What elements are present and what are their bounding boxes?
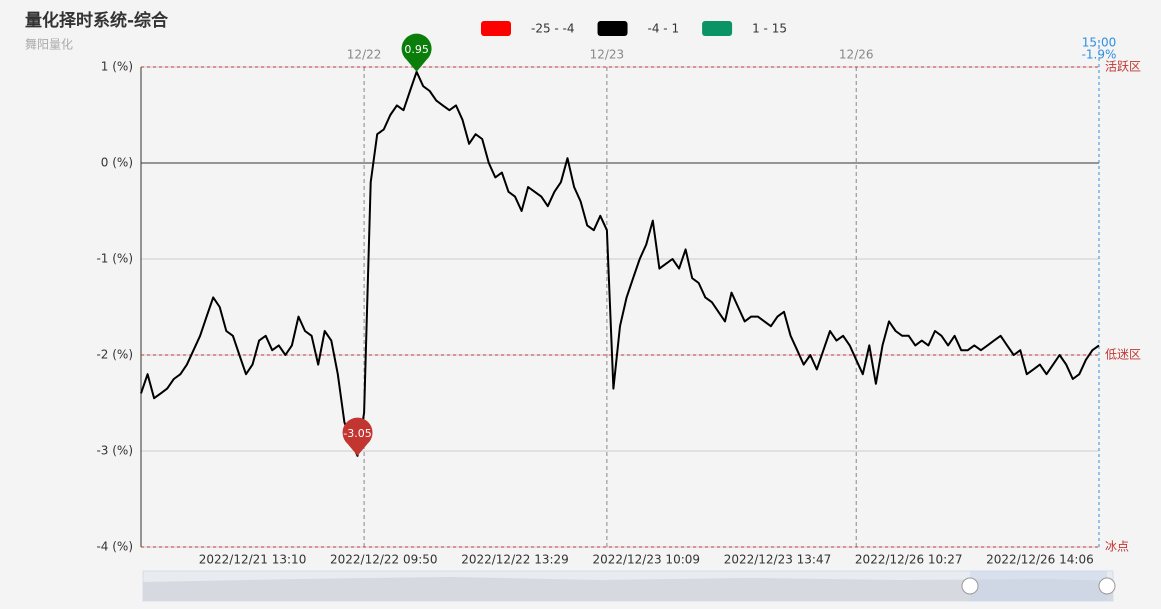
end-time: 15:00 [1082,36,1117,50]
legend-swatch [597,21,628,36]
x-tick-label: 2022/12/22 13:29 [461,553,569,567]
line [140,70,1100,457]
mark-line-label: 低迷区 [1105,348,1141,362]
zoom-handle[interactable] [961,577,979,595]
x-tick-label: 2022/12/23 10:09 [592,553,700,567]
mark-line-label: 活跃区 [1105,60,1141,74]
y-tick-label: 0 (%) [101,156,133,170]
zoom-window[interactable] [970,571,1107,601]
data-zoom[interactable] [142,570,1116,602]
day-label: 12/26 [839,48,874,62]
chart-title: 量化择时系统-综合 [25,10,169,31]
x-tick-label: 2022/12/26 10:27 [855,553,963,567]
legend-label: 1 - 15 [752,22,787,36]
x-tick-label: 2022/12/23 13:47 [724,553,832,567]
chart-subtitle: 舞阳量化 [25,38,73,52]
day-label: 12/23 [590,48,625,62]
y-tick-label: -1 (%) [96,252,133,266]
mark-line-label: 冰点 [1105,540,1129,554]
zoom-handle[interactable] [1098,577,1116,595]
x-tick-label: 2022/12/21 13:10 [199,553,307,567]
value-label: -1.9% [1082,48,1117,62]
y-tick-label: 1 (%) [101,60,133,74]
pin-label: 0.95 [404,43,429,56]
legend-swatch [481,21,511,36]
zoom-preview [143,577,1113,601]
pin [342,417,373,456]
y-tick-label: -2 (%) [96,348,133,362]
y-tick-label: -3 (%) [96,444,133,458]
legend-label: -4 - 1 [648,22,680,36]
legend-swatch [702,21,733,36]
pin-label: -3.05 [343,427,371,440]
x-tick-label: 2022/12/22 09:50 [330,553,438,567]
legend-label: -25 - -4 [531,22,575,36]
y-tick-label: -4 (%) [96,540,133,554]
day-label: 12/22 [347,48,382,62]
pin [401,33,432,72]
x-tick-label: 2022/12/26 14:06 [986,553,1094,567]
